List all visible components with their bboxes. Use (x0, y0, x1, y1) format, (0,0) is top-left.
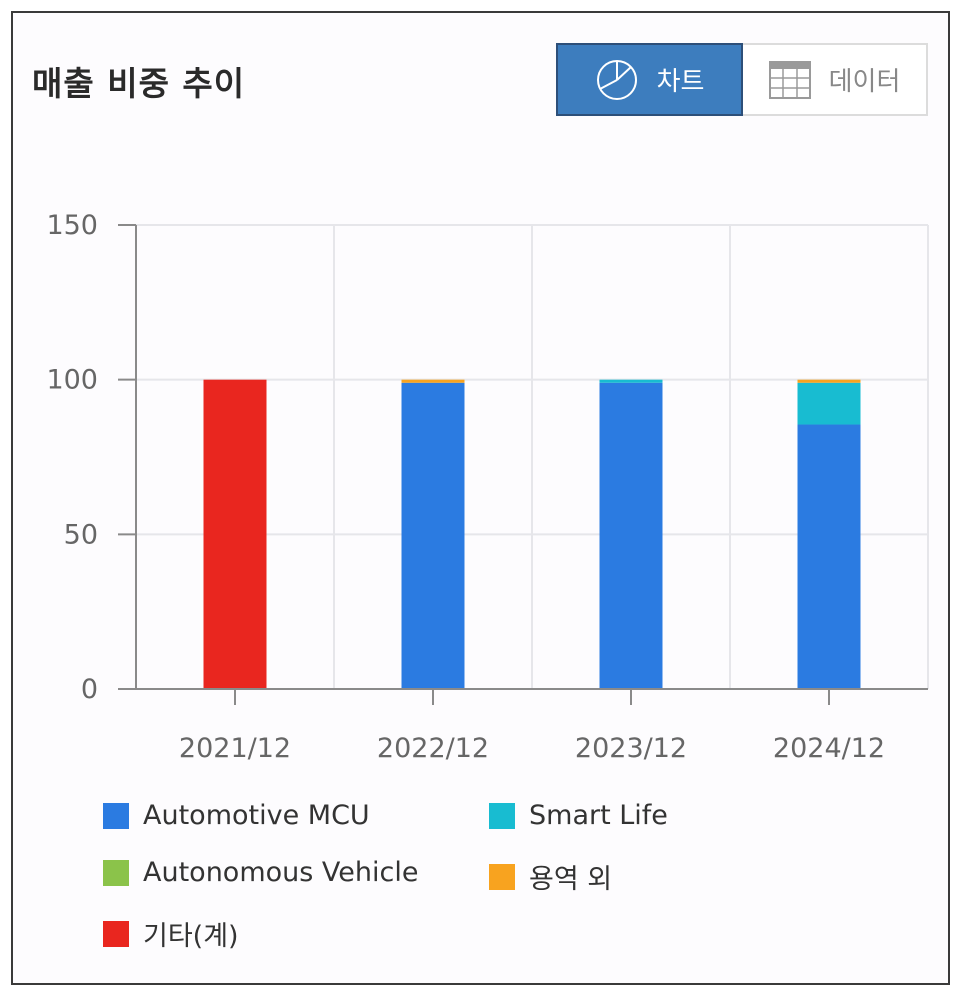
bar-segment[interactable] (401, 382, 465, 689)
bar-segment[interactable] (599, 379, 663, 383)
legend-label: 용역 외 (529, 864, 613, 895)
x-tick-label: 2022/12 (377, 733, 489, 764)
chart-view-button[interactable]: 차트 (556, 43, 743, 116)
table-grid-icon (768, 60, 811, 99)
legend-item[interactable]: 기타(계) (103, 914, 239, 953)
legend-label: 기타(계) (143, 921, 239, 952)
data-view-button[interactable]: 데이터 (743, 43, 928, 116)
legend-swatch (103, 802, 129, 829)
bar-segment[interactable] (203, 379, 267, 689)
legend-swatch (489, 802, 515, 829)
legend-label: Automotive MCU (143, 800, 370, 831)
stacked-bar-chart: 0 50 100 150 2021/12 2022/12 2023/12 2024/12 (46, 210, 929, 764)
bar-segment[interactable] (797, 379, 861, 383)
legend-label: Autonomous Vehicle (143, 857, 419, 888)
chart-view-label: 차트 (656, 67, 705, 97)
legend-label: Smart Life (529, 800, 668, 831)
chart-title: 매출 비중 추이 (32, 64, 246, 103)
legend-item[interactable]: Smart Life (489, 800, 668, 831)
legend-item[interactable]: Autonomous Vehicle (103, 857, 418, 888)
legend-swatch (103, 920, 129, 947)
x-tick-label: 2023/12 (575, 733, 687, 764)
bar-segment[interactable] (797, 382, 861, 425)
legend-item[interactable]: Automotive MCU (103, 800, 370, 831)
bar-segment[interactable] (401, 379, 465, 383)
bar-segment[interactable] (797, 424, 861, 689)
chart-card: 매출 비중 추이 차트 데이터 (11, 11, 950, 985)
y-tick-label: 50 (64, 519, 98, 550)
view-toggle: 차트 데이터 (556, 43, 928, 116)
legend-item[interactable]: 용역 외 (489, 857, 612, 896)
x-tick-label: 2024/12 (773, 733, 885, 764)
y-tick-label: 150 (46, 210, 98, 241)
y-tick-label: 0 (81, 674, 98, 705)
legend-swatch (489, 863, 515, 890)
data-view-label: 데이터 (828, 67, 901, 97)
y-tick-label: 100 (46, 365, 98, 396)
pie-chart-icon (596, 59, 637, 100)
bar-segment[interactable] (599, 382, 663, 689)
legend-swatch (103, 859, 129, 886)
x-tick-label: 2021/12 (179, 733, 291, 764)
